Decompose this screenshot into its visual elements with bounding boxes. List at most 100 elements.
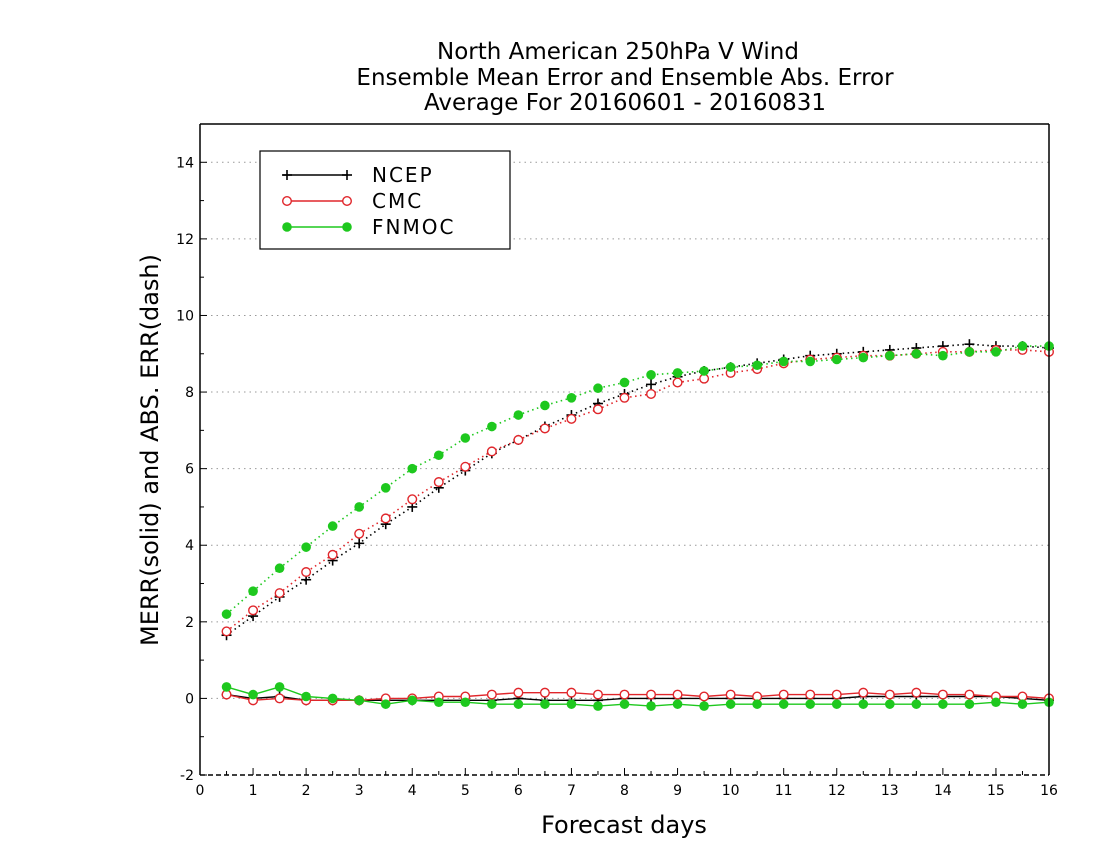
point-fnmoc-mean_err-30 bbox=[1017, 699, 1028, 709]
point-cmc-mean_err-25 bbox=[884, 689, 895, 700]
point-fnmoc-mean_err-15 bbox=[619, 699, 630, 709]
x-axis-label: Forecast days bbox=[541, 811, 707, 839]
y-tick-label-3: 4 bbox=[185, 538, 194, 554]
chart-title: North American 250hPa V Wind Ensemble Me… bbox=[356, 39, 894, 116]
legend-marker-start-cmc bbox=[282, 195, 293, 206]
point-cmc-abs_err-9 bbox=[460, 461, 471, 472]
x-tick-label-3: 3 bbox=[355, 783, 364, 799]
point-fnmoc-mean_err-20 bbox=[752, 699, 762, 709]
point-fnmoc-mean_err-26 bbox=[911, 699, 922, 709]
point-fnmoc-mean_err-22 bbox=[805, 699, 816, 709]
point-fnmoc-mean_err-13 bbox=[566, 699, 577, 709]
point-fnmoc-mean_err-23 bbox=[831, 699, 842, 709]
point-cmc-abs_err-2 bbox=[274, 588, 285, 599]
legend-marker-start-ncep bbox=[282, 170, 292, 180]
point-cmc-mean_err-28 bbox=[964, 689, 975, 700]
point-cmc-abs_err-8 bbox=[433, 477, 444, 488]
point-fnmoc-mean_err-14 bbox=[593, 701, 603, 711]
series-fnmoc-abs-error bbox=[221, 341, 1054, 619]
point-cmc-mean_err-23 bbox=[831, 689, 842, 700]
point-fnmoc-abs_err-6 bbox=[380, 482, 391, 493]
point-fnmoc-mean_err-28 bbox=[964, 699, 975, 709]
legend-label-fnmoc: FNMOC bbox=[372, 215, 455, 239]
x-tick-label-15: 15 bbox=[987, 783, 1005, 799]
point-fnmoc-abs_err-5 bbox=[354, 502, 364, 512]
point-fnmoc-abs_err-27 bbox=[938, 350, 948, 361]
point-fnmoc-abs_err-25 bbox=[885, 350, 895, 361]
point-ncep-abs_err-5 bbox=[354, 538, 365, 549]
y-tick-label-5: 8 bbox=[185, 385, 194, 401]
x-tick-label-5: 5 bbox=[461, 783, 470, 799]
y-tick-label-4: 6 bbox=[185, 462, 194, 478]
point-fnmoc-mean_err-4 bbox=[327, 693, 338, 704]
point-fnmoc-abs_err-2 bbox=[274, 563, 285, 574]
point-cmc-abs_err-15 bbox=[619, 392, 630, 403]
point-cmc-abs_err-10 bbox=[486, 446, 497, 457]
x-tick-label-9: 9 bbox=[673, 783, 682, 799]
point-fnmoc-abs_err-15 bbox=[619, 377, 630, 388]
point-fnmoc-abs_err-20 bbox=[752, 360, 762, 371]
point-fnmoc-mean_err-19 bbox=[725, 699, 736, 709]
x-tick-label-1: 1 bbox=[249, 783, 258, 799]
series-fnmoc-mean-error bbox=[221, 682, 1054, 711]
x-tick-label-12: 12 bbox=[828, 783, 846, 799]
x-tick-label-16: 16 bbox=[1040, 783, 1058, 799]
point-cmc-abs_err-1 bbox=[248, 605, 259, 616]
point-cmc-abs_err-3 bbox=[301, 567, 312, 578]
point-fnmoc-mean_err-9 bbox=[460, 697, 471, 708]
point-cmc-abs_err-5 bbox=[354, 528, 365, 539]
point-cmc-mean_err-26 bbox=[911, 687, 922, 698]
point-cmc-abs_err-13 bbox=[566, 413, 577, 424]
point-fnmoc-mean_err-11 bbox=[513, 699, 524, 709]
series-layer bbox=[221, 339, 1054, 711]
point-cmc-mean_err-16 bbox=[646, 689, 657, 700]
point-fnmoc-abs_err-29 bbox=[991, 347, 1001, 357]
x-tick-label-2: 2 bbox=[302, 783, 311, 799]
title-line-3: Average For 20160601 - 20160831 bbox=[424, 90, 826, 116]
point-cmc-mean_err-27 bbox=[937, 689, 948, 700]
point-fnmoc-mean_err-8 bbox=[433, 697, 444, 708]
point-cmc-abs_err-14 bbox=[592, 404, 603, 415]
series-line-cmc-abs_err bbox=[226, 349, 1050, 633]
point-cmc-mean_err-15 bbox=[619, 689, 630, 700]
x-tick-label-7: 7 bbox=[567, 783, 576, 799]
point-fnmoc-abs_err-14 bbox=[593, 383, 603, 394]
point-fnmoc-abs_err-22 bbox=[805, 356, 816, 367]
point-fnmoc-abs_err-30 bbox=[1017, 341, 1028, 351]
point-cmc-mean_err-13 bbox=[566, 687, 577, 698]
y-axis-label: MERR(solid) and ABS. ERR(dash) bbox=[136, 254, 164, 646]
point-fnmoc-abs_err-10 bbox=[487, 421, 497, 432]
point-fnmoc-abs_err-17 bbox=[672, 368, 683, 378]
point-fnmoc-abs_err-18 bbox=[699, 366, 709, 376]
x-tick-label-14: 14 bbox=[934, 783, 952, 799]
point-fnmoc-mean_err-0 bbox=[221, 682, 232, 692]
point-cmc-mean_err-18 bbox=[699, 691, 710, 702]
point-cmc-mean_err-17 bbox=[672, 689, 683, 700]
point-fnmoc-mean_err-16 bbox=[646, 701, 656, 711]
legend-marker-end-ncep bbox=[342, 170, 352, 180]
point-fnmoc-mean_err-25 bbox=[885, 699, 895, 709]
point-fnmoc-abs_err-0 bbox=[221, 609, 232, 619]
point-fnmoc-abs_err-16 bbox=[646, 370, 656, 380]
point-ncep-abs_err-16 bbox=[646, 379, 657, 390]
y-tick-label-2: 2 bbox=[185, 615, 194, 631]
x-tick-label-13: 13 bbox=[881, 783, 899, 799]
point-cmc-abs_err-6 bbox=[380, 513, 391, 524]
title-line-1: North American 250hPa V Wind bbox=[437, 39, 799, 65]
point-fnmoc-mean_err-18 bbox=[699, 701, 709, 711]
point-fnmoc-mean_err-1 bbox=[248, 689, 258, 700]
y-tick-label-7: 12 bbox=[176, 232, 194, 248]
series-ncep-mean-error bbox=[221, 689, 1054, 706]
point-fnmoc-abs_err-23 bbox=[831, 354, 842, 365]
point-fnmoc-abs_err-24 bbox=[858, 352, 869, 363]
legend-label-ncep: NCEP bbox=[372, 163, 434, 187]
point-fnmoc-mean_err-10 bbox=[487, 699, 497, 709]
point-cmc-mean_err-2 bbox=[274, 693, 285, 704]
point-cmc-abs_err-4 bbox=[327, 549, 338, 560]
series-line-ncep-abs_err bbox=[226, 343, 1050, 636]
series-ncep-abs-error bbox=[221, 339, 1054, 641]
point-fnmoc-mean_err-6 bbox=[380, 699, 391, 709]
